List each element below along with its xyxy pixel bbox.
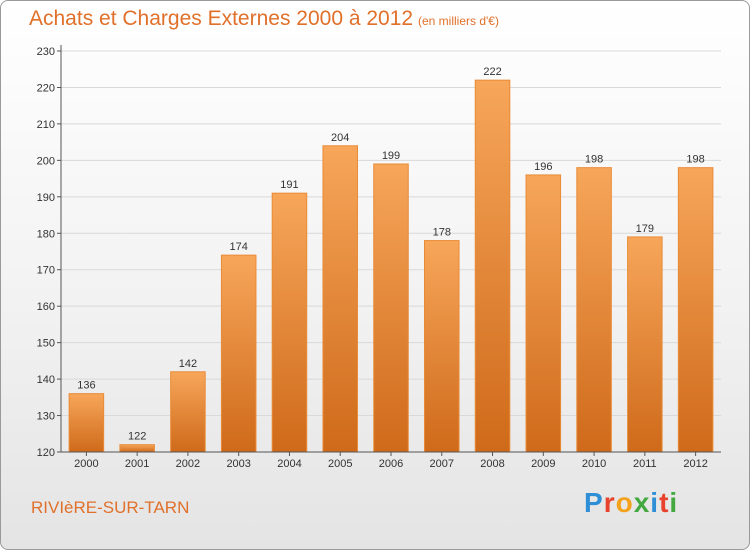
y-tick-label: 140	[37, 374, 55, 386]
x-tick-label-2012: 2012	[683, 458, 707, 470]
logo-letter: P	[584, 487, 604, 518]
value-label-2012: 198	[686, 154, 704, 166]
x-tick-label-2006: 2006	[379, 458, 403, 470]
logo-letter: t	[659, 487, 670, 518]
bar-2010	[576, 167, 612, 453]
axes	[57, 45, 721, 456]
labels: 120 130 140 150 160 170 180 190 200 210 220 230 136 2…	[37, 46, 708, 470]
bar-2006	[373, 163, 409, 453]
value-label-2000: 136	[77, 380, 95, 392]
bar-2003	[220, 254, 257, 453]
value-label-2006: 199	[382, 150, 400, 162]
y-tick-label: 210	[37, 119, 55, 131]
value-label-2009: 196	[534, 161, 552, 173]
chart-unit-note: (en milliers d'€)	[418, 14, 499, 28]
y-tick-label: 130	[37, 411, 55, 423]
value-label-2001: 122	[128, 431, 146, 443]
chart-title: Achats et Charges Externes 2000 à 2012	[29, 7, 414, 30]
x-tick-label-2007: 2007	[430, 458, 454, 470]
value-label-2007: 178	[433, 227, 451, 239]
x-tick-label-2009: 2009	[531, 458, 555, 470]
value-label-2002: 142	[179, 358, 197, 370]
bar-2000	[68, 393, 105, 453]
y-tick-label: 190	[37, 192, 55, 204]
x-tick-label-2002: 2002	[176, 458, 200, 470]
logo-letter: i	[669, 487, 679, 518]
value-label-2011: 179	[636, 223, 654, 235]
y-tick-label: 150	[37, 338, 55, 350]
x-tick-label-2008: 2008	[480, 458, 504, 470]
y-tick-label: 200	[37, 155, 55, 167]
y-tick-label: 120	[37, 447, 55, 459]
value-label-2008: 222	[483, 66, 501, 78]
logo-letter: i	[650, 487, 660, 518]
x-tick-label-2000: 2000	[74, 458, 98, 470]
y-tick-label: 180	[37, 228, 55, 240]
bar-2004	[271, 192, 308, 453]
y-tick-label: 220	[37, 82, 55, 94]
x-tick-label-2010: 2010	[582, 458, 606, 470]
y-tick-label: 230	[37, 46, 55, 58]
x-tick-label-2005: 2005	[328, 458, 352, 470]
commune-name: RIVIèRE-SUR-TARN	[31, 498, 190, 517]
x-tick-label-2001: 2001	[125, 458, 149, 470]
value-label-2010: 198	[585, 154, 603, 166]
proxiti-logo: Proxiti	[584, 487, 678, 519]
value-label-2004: 191	[280, 179, 298, 191]
logo-letter: x	[633, 487, 651, 518]
y-tick-label: 160	[37, 301, 55, 313]
bar-2001	[119, 444, 155, 453]
bar-2009	[525, 174, 562, 453]
bar-2012	[677, 167, 714, 453]
bar-2007	[424, 240, 460, 453]
bar-2011	[627, 236, 663, 453]
bar-2005	[322, 145, 358, 453]
bar-2002	[170, 371, 206, 453]
logo-letter: r	[603, 487, 616, 518]
x-tick-label-2003: 2003	[226, 458, 250, 470]
value-label-2005: 204	[331, 132, 349, 144]
y-tick-label: 170	[37, 265, 55, 277]
bar-2008	[474, 79, 511, 453]
bars	[68, 79, 714, 453]
logo-letter: o	[615, 487, 634, 518]
x-tick-label-2011: 2011	[633, 458, 657, 470]
x-tick-label-2004: 2004	[277, 458, 301, 470]
value-label-2003: 174	[230, 241, 248, 253]
